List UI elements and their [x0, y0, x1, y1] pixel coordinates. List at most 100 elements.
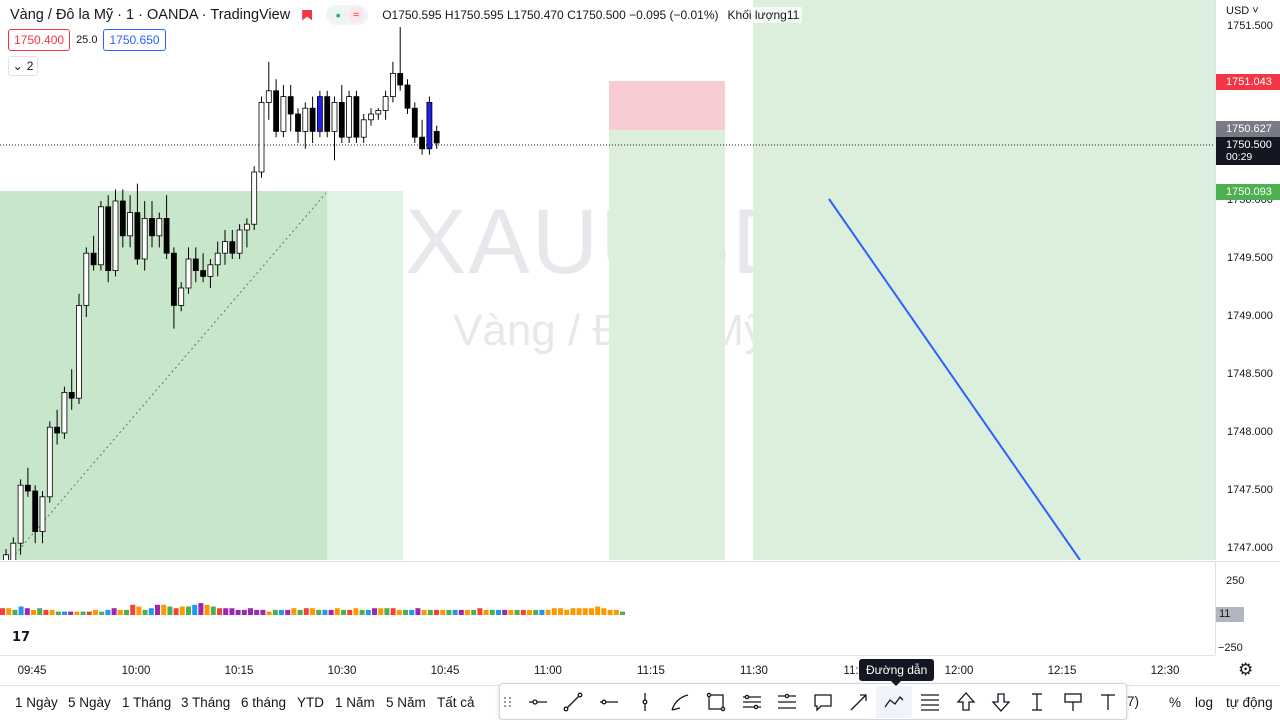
range-button-2[interactable]: 1 Tháng: [122, 695, 172, 710]
range-button-1[interactable]: 5 Ngày: [68, 695, 111, 710]
candle-body: [389, 73, 396, 98]
volume-bar: [248, 608, 253, 615]
arrow-up-icon: [956, 691, 976, 711]
drag-handle-icon[interactable]: [504, 693, 514, 711]
volume-bar: [365, 609, 371, 615]
volume-bar: [403, 609, 408, 615]
dotted-trend-line: [11, 192, 327, 559]
candle-body: [251, 171, 258, 225]
volume-bar: [564, 609, 570, 615]
fib-retracement-tool-button[interactable]: [912, 686, 948, 718]
volume-bar: [390, 608, 396, 615]
rectangle-tool-button[interactable]: [698, 686, 734, 718]
candle-body: [368, 113, 374, 121]
volume-axis-top: 250: [1226, 575, 1245, 587]
date-price-range-tool-button[interactable]: [1019, 686, 1055, 718]
market-status-pill[interactable]: • ≈: [326, 5, 369, 25]
date-price-range-icon: [1031, 692, 1042, 711]
horizontal-line-icon: [600, 699, 619, 704]
volume-bar: [272, 609, 278, 615]
parallel-channel-icon: [742, 694, 761, 709]
vertical-line-tool-button[interactable]: [627, 686, 663, 718]
candle-body: [17, 484, 24, 544]
path-icon: [884, 695, 904, 707]
symbol-title[interactable]: Vàng / Đô la Mỹ · 1 · OANDA · TradingVie…: [10, 7, 291, 23]
main-chart-pane[interactable]: XAUUSD, 1 Vàng / Đô la Mỹ Vàng / Đô la M…: [0, 0, 1215, 560]
range-button-0[interactable]: 1 Ngày: [15, 695, 58, 710]
timezone-partial-label[interactable]: 7): [1127, 694, 1140, 709]
candle-body: [156, 217, 163, 237]
volume-bar: [502, 609, 508, 615]
tradingview-logo-icon[interactable]: 𝟭𝟳: [8, 628, 34, 646]
volume-bar: [582, 608, 588, 615]
volume-legend[interactable]: Khối lượng11: [724, 7, 803, 23]
volume-bar: [440, 609, 446, 615]
time-tick-label: 09:45: [17, 665, 47, 677]
candle-body: [83, 252, 90, 306]
text-tool-button[interactable]: [1090, 686, 1126, 718]
volume-bar: [111, 608, 117, 615]
volume-pane[interactable]: 𝟭𝟳: [0, 561, 1215, 655]
volume-bar: [353, 608, 359, 615]
close-value: C1750.500: [567, 8, 626, 22]
candle-body: [105, 206, 112, 272]
candle-body: [426, 102, 433, 150]
vertical-line-icon: [642, 692, 648, 711]
volume-label: Khối lượng: [727, 8, 787, 22]
flag-mark-tool-button[interactable]: [1055, 686, 1091, 718]
volume-bar: [74, 611, 80, 615]
volume-bar: [124, 609, 129, 615]
range-button-5[interactable]: YTD: [297, 695, 324, 710]
price-tick-label: 1749.000: [1227, 310, 1273, 322]
regression-trend-tool-button[interactable]: [770, 686, 806, 718]
candlestick-chart[interactable]: [0, 0, 1215, 560]
arrow-tool-button[interactable]: [841, 686, 877, 718]
flag-icon[interactable]: [302, 9, 313, 21]
candle-body: [61, 391, 68, 434]
trend-line-tool-button[interactable]: [556, 686, 592, 718]
auto-scale-button[interactable]: tự động: [1226, 695, 1273, 710]
volume-bar: [223, 608, 229, 615]
high-value: H1750.595: [444, 8, 504, 22]
range-button-4[interactable]: 6 tháng: [241, 695, 287, 710]
path-tool-button[interactable]: [876, 685, 913, 718]
volume-bar: [347, 609, 353, 615]
volume-bar: [607, 609, 613, 615]
range-button-8[interactable]: Tất cả: [437, 695, 475, 710]
curve-tool-button[interactable]: [663, 686, 699, 718]
volume-bar: [334, 608, 340, 615]
indicators-toggle-button[interactable]: ⌄ 2: [8, 56, 38, 76]
candle-body: [243, 223, 250, 231]
candle-body: [32, 490, 39, 532]
long-position-zone: [753, 0, 1215, 560]
time-tick-label: 12:00: [944, 665, 974, 677]
buy-button[interactable]: 1750.650: [103, 29, 166, 51]
candle-body: [76, 304, 82, 399]
data-delay-icon: ≈: [348, 7, 365, 23]
price-axis[interactable]: USD ˅ 1751.500 1750.000 1749.500 1749.000 17…: [1215, 0, 1280, 560]
parallel-channel-tool-button[interactable]: [734, 686, 770, 718]
arrow-up-tool-button[interactable]: [948, 686, 984, 718]
callout-tool-button[interactable]: [805, 686, 841, 718]
volume-bar: [483, 609, 489, 615]
volume-bar: [285, 609, 291, 615]
log-scale-button[interactable]: log: [1195, 695, 1214, 710]
volume-bar: [204, 604, 210, 615]
volume-axis[interactable]: 250 11 −250: [1215, 561, 1280, 655]
sell-button[interactable]: 1750.400: [8, 29, 71, 51]
gear-icon[interactable]: ⚙: [1238, 660, 1254, 679]
currency-selector[interactable]: USD ˅: [1226, 5, 1259, 17]
change-value: −0.095 (−0.01%): [629, 8, 719, 22]
drawing-toolbar: [499, 683, 1127, 720]
candle-body: [98, 206, 104, 266]
horizontal-line-tool-button[interactable]: [591, 686, 627, 718]
percent-scale-button[interactable]: %: [1169, 695, 1182, 710]
range-button-6[interactable]: 1 Năm: [335, 695, 375, 710]
range-button-7[interactable]: 5 Năm: [386, 695, 426, 710]
horizontal-ray-tool-button[interactable]: [520, 686, 556, 718]
volume-bar: [241, 609, 247, 615]
range-button-3[interactable]: 3 Tháng: [181, 695, 231, 710]
time-axis[interactable]: 09:45 10:00 10:15 10:30 10:45 11:00 11:15 11:30…: [0, 655, 1215, 685]
arrow-down-tool-button[interactable]: [983, 686, 1019, 718]
